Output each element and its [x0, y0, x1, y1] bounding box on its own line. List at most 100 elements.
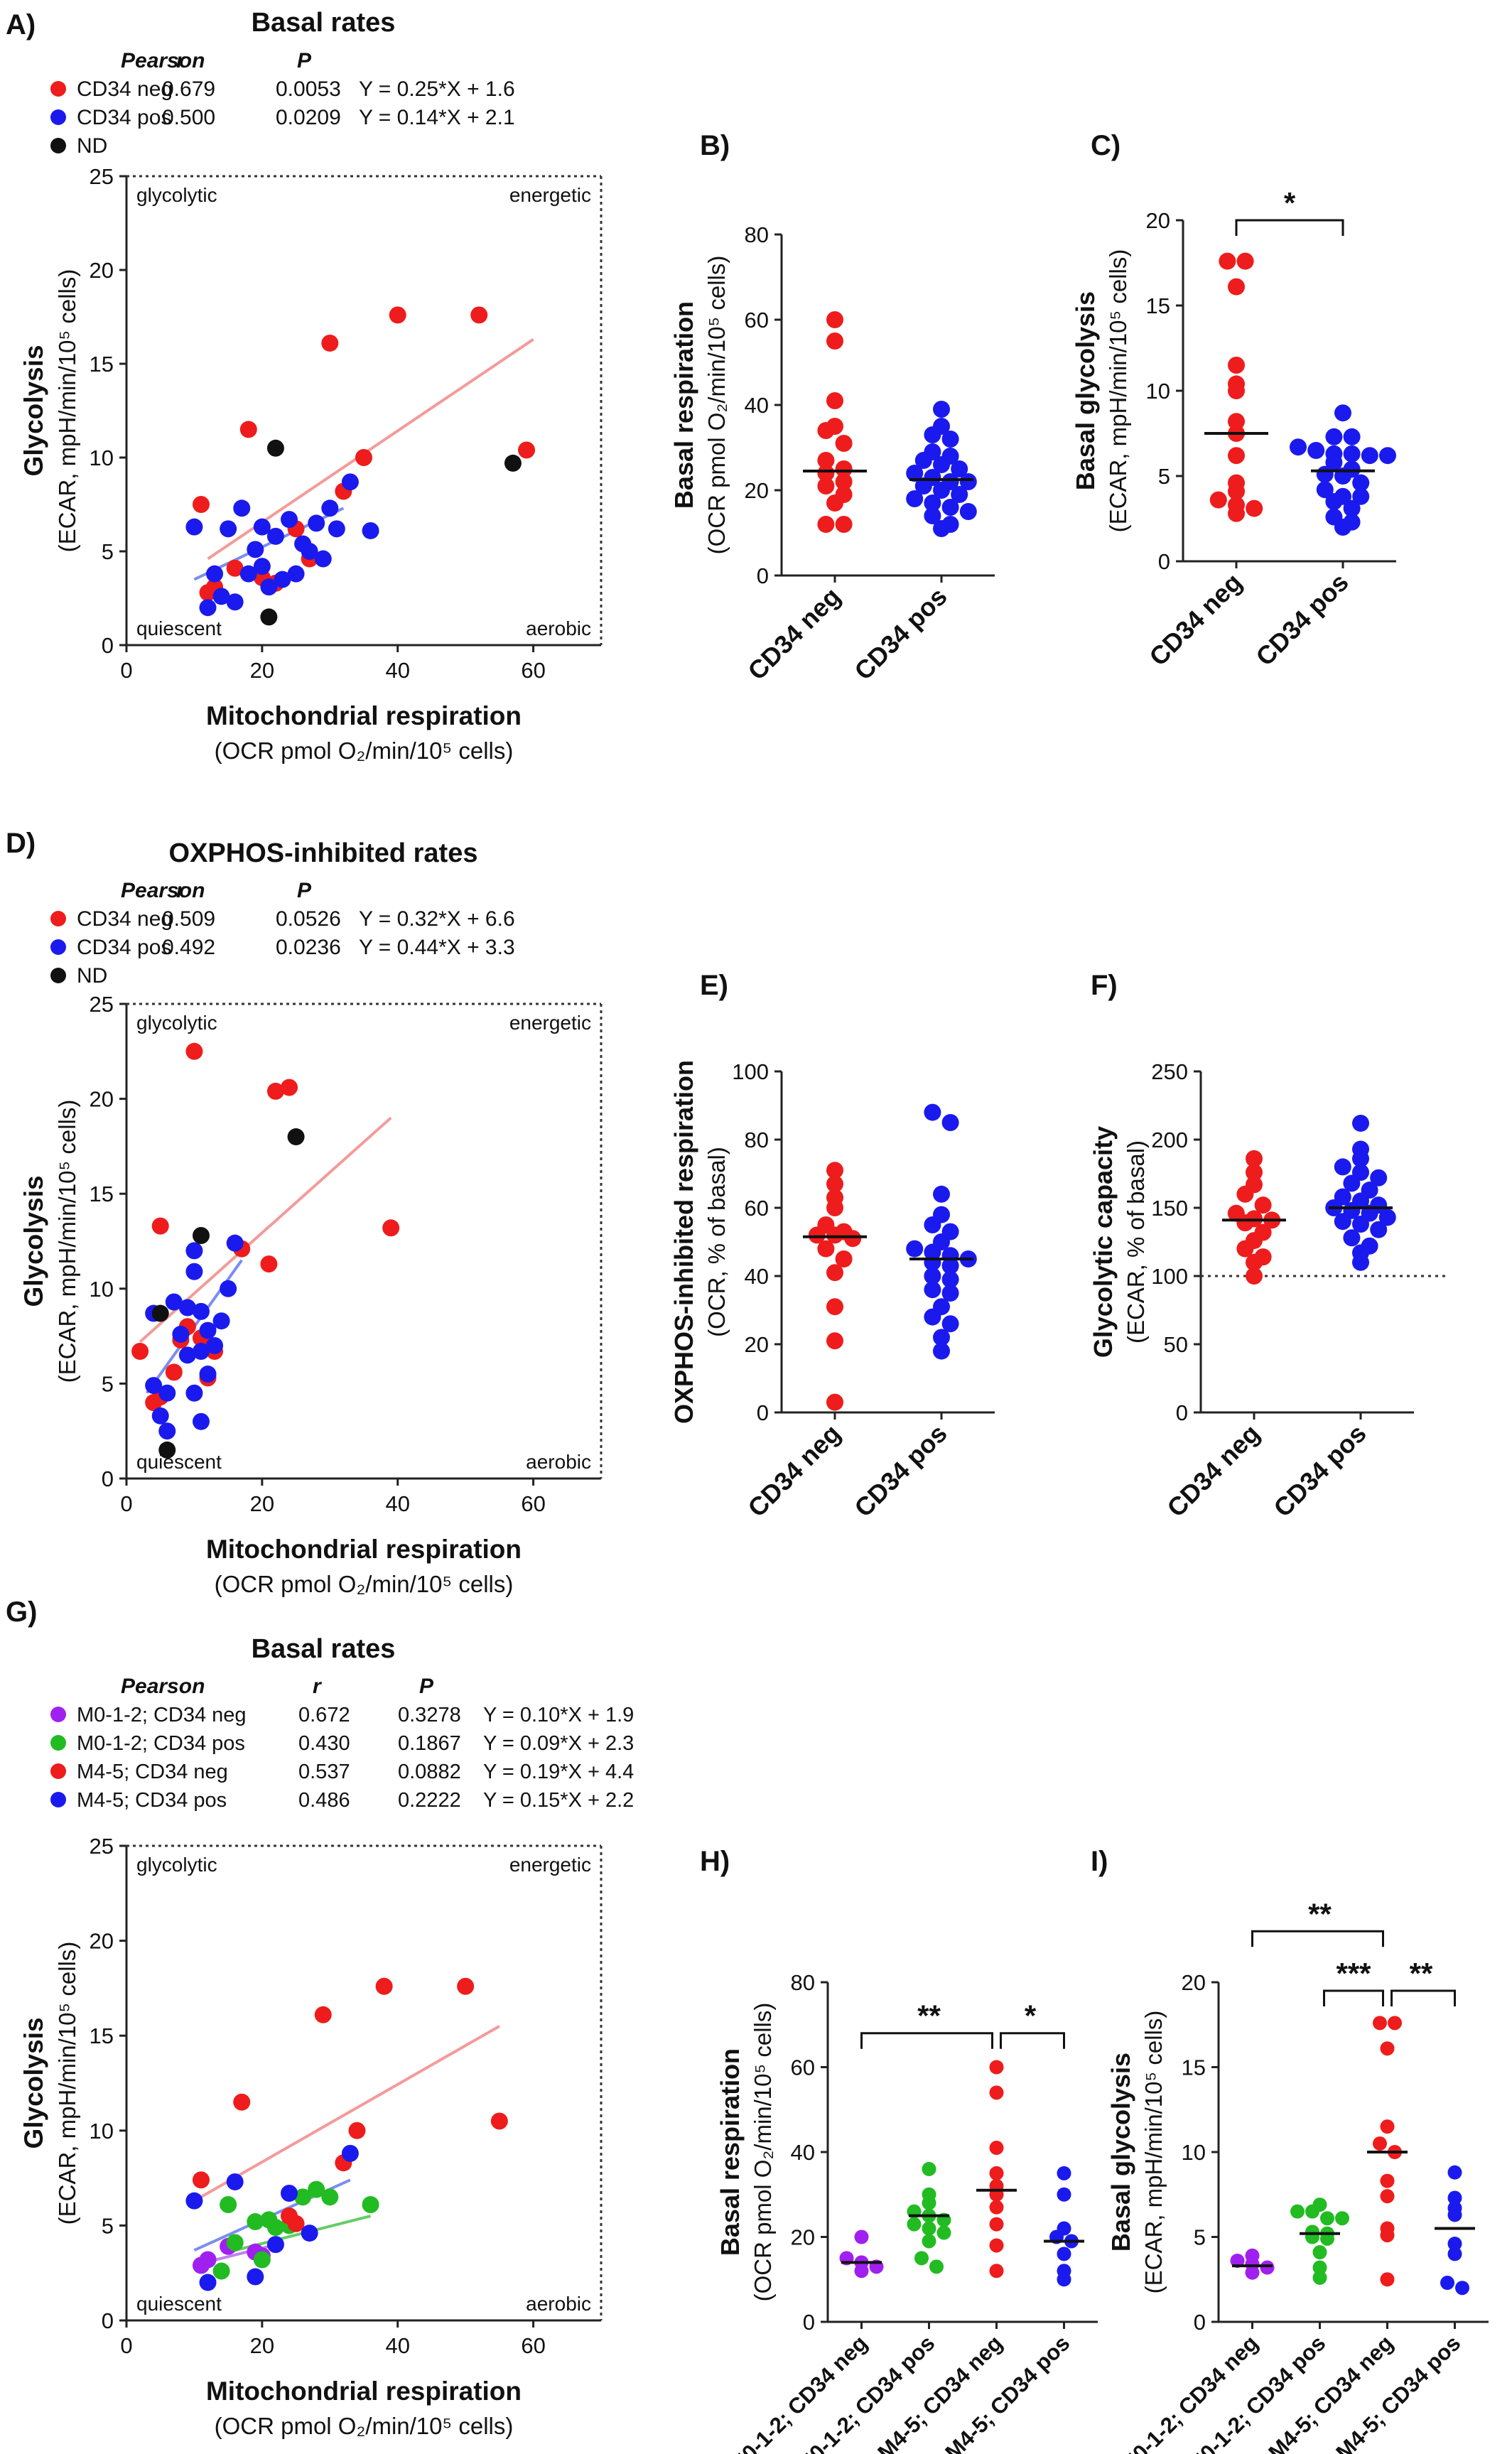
y-axis-subtitle: (ECAR, mpH/min/10⁵ cells) [54, 1100, 80, 1383]
data-point [933, 1342, 950, 1360]
data-point [185, 518, 203, 536]
y-axis-title: Glycolytic capacity [1089, 1126, 1118, 1358]
y-axis-title: OXPHOS-inhibited respiration [669, 1060, 698, 1424]
data-point [1246, 1267, 1263, 1285]
y-tick-label: 20 [90, 1929, 114, 1954]
y-axis-subtitle: (ECAR, mpH/min/10⁵ cells) [1105, 249, 1131, 533]
data-point [1335, 2211, 1349, 2226]
data-point [178, 1346, 196, 1364]
data-point [1260, 2260, 1275, 2275]
legend-p-header: P [419, 1675, 434, 1698]
y-tick-label: 0 [102, 2308, 114, 2333]
x-tick-label: 20 [250, 2333, 274, 2358]
quadrant-label-aerobic: aerobic [526, 1451, 591, 1473]
data-point [281, 511, 298, 529]
data-point [1246, 1164, 1263, 1182]
data-point [922, 2195, 936, 2210]
data-point [145, 1377, 163, 1395]
data-point [212, 1312, 230, 1330]
data-point [1343, 445, 1361, 463]
data-point [260, 608, 278, 626]
legend-label: CD34 pos [77, 936, 171, 959]
data-point [951, 460, 968, 477]
data-point [131, 1342, 149, 1360]
category-label: CD34 pos [1268, 1419, 1371, 1523]
data-point [1228, 504, 1245, 522]
data-point [1228, 447, 1245, 465]
y-axis-title: Basal glycolysis [1071, 291, 1100, 490]
data-point [239, 421, 257, 438]
legend-equation: Y = 0.32*X + 6.6 [359, 907, 515, 931]
data-point [835, 460, 853, 477]
y-tick-label: 20 [1182, 1970, 1206, 1995]
data-point [929, 2259, 944, 2274]
data-point [826, 1264, 843, 1282]
data-point [294, 2188, 312, 2206]
data-point [362, 2196, 379, 2214]
y-tick-label: 40 [745, 1264, 769, 1289]
data-point [1305, 2204, 1319, 2219]
panel-letter-b: B) [700, 130, 730, 161]
y-tick-label: 0 [102, 1466, 114, 1491]
data-point [1334, 404, 1351, 422]
y-tick-label: 80 [791, 1970, 815, 1995]
data-point [817, 452, 835, 469]
legend-r-value: 0.486 [298, 1789, 350, 1812]
data-point [287, 565, 305, 583]
data-point [185, 1042, 203, 1060]
legend-pearson-header: Pearson [121, 49, 205, 72]
data-point [924, 426, 941, 443]
legend-label: CD34 neg [77, 907, 173, 931]
legend-p-header: P [297, 49, 312, 72]
panel-letter-i: I) [1091, 1846, 1108, 1877]
data-point [1352, 487, 1370, 505]
y-axis-title: Glycolysis [19, 1175, 48, 1307]
data-point [341, 473, 359, 491]
y-tick-label: 5 [102, 1371, 114, 1396]
dot-plot-c: 0 5 10 15 20 * [1146, 186, 1396, 574]
x-tick-label: 60 [521, 1491, 545, 1516]
data-point [321, 334, 339, 352]
data-point [192, 2171, 210, 2189]
data-point [260, 578, 278, 596]
data-point [274, 571, 291, 588]
scatter-plot-a: 0 5 10 15 20 25 0 20 40 60 glycolytic energetic quie… [90, 164, 603, 683]
y-tick-label: 80 [745, 222, 769, 247]
legend-p-value: 0.3278 [398, 1704, 461, 1726]
quadrant-label-aerobic: aerobic [526, 617, 591, 639]
quadrant-label-quiescent: quiescent [136, 1451, 222, 1473]
significance-bracket [1323, 1989, 1384, 2006]
legend-r-header: r [176, 879, 186, 902]
data-point [924, 507, 941, 524]
data-point [192, 1342, 210, 1360]
legend-marker-d-2 [50, 968, 66, 983]
data-point [835, 435, 853, 452]
data-point [239, 565, 257, 583]
data-point [906, 490, 924, 507]
data-point [1230, 2253, 1245, 2268]
data-point [1343, 428, 1361, 445]
y-tick-label: 0 [1194, 2310, 1206, 2335]
y-tick-label: 0 [757, 563, 769, 588]
data-point [192, 496, 210, 513]
y-axis-title: Basal respiration [716, 2048, 745, 2256]
legend-r-value: 0.430 [298, 1732, 350, 1755]
data-point [989, 2217, 1004, 2232]
data-point [1305, 2229, 1319, 2244]
panel-letter-a: A) [6, 9, 36, 40]
data-point [328, 520, 345, 538]
data-point [470, 306, 488, 324]
data-point [826, 1199, 843, 1216]
data-point [941, 1114, 959, 1131]
data-point [185, 1242, 203, 1260]
quadrant-label-glycolytic: glycolytic [136, 184, 217, 206]
data-point [1254, 1196, 1272, 1214]
data-point [308, 2180, 325, 2198]
regression-line-0 [193, 2025, 500, 2202]
data-point [924, 1308, 941, 1326]
data-point [933, 520, 950, 537]
data-point [1373, 2016, 1387, 2031]
data-point [1312, 2260, 1327, 2275]
